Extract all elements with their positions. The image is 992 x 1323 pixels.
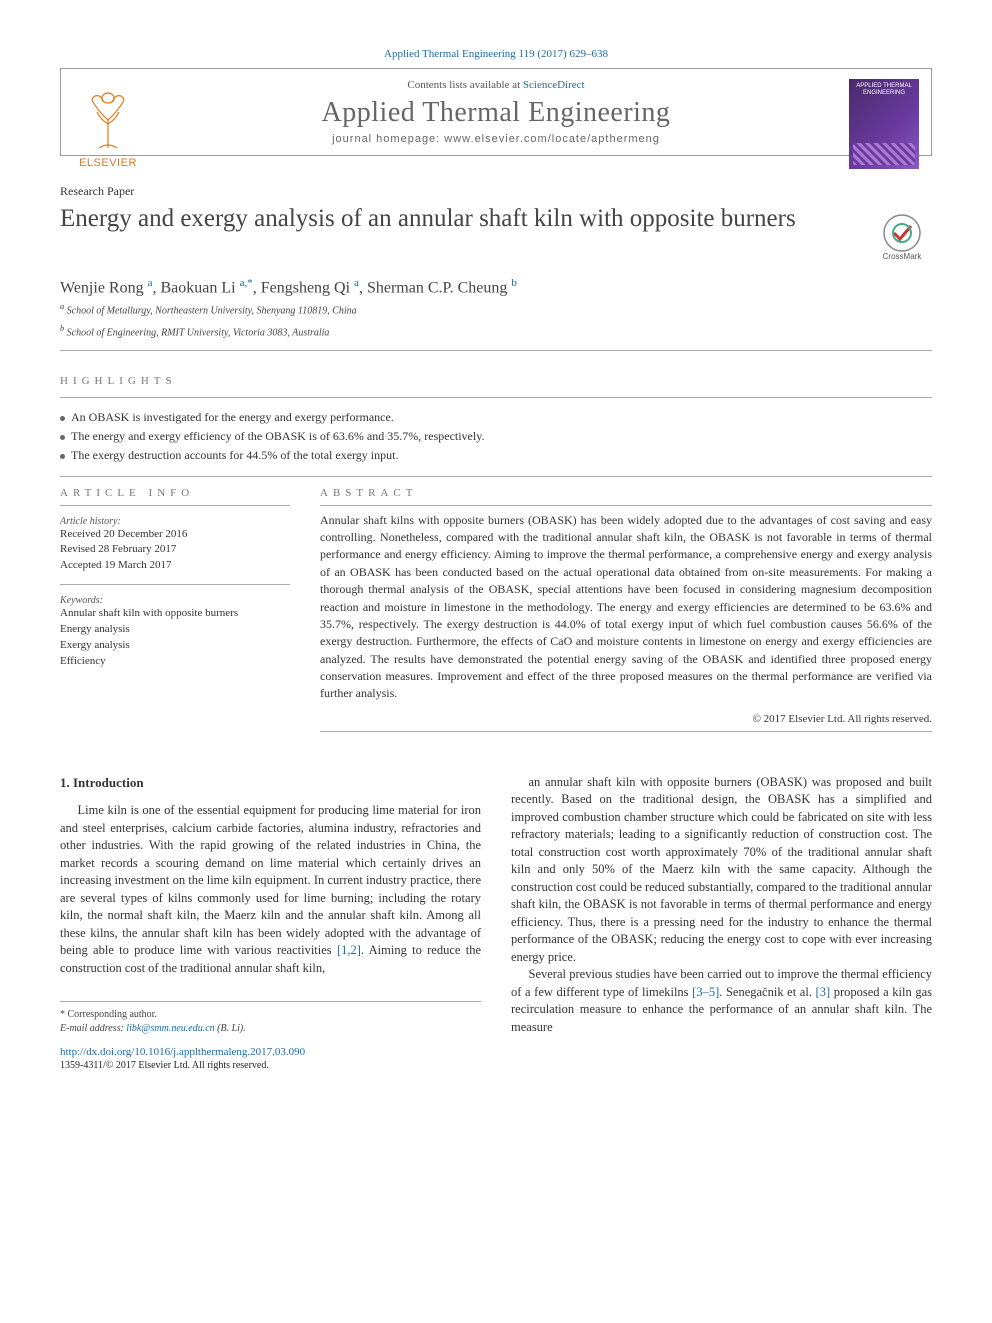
- highlights-header: HIGHLIGHTS: [60, 375, 932, 387]
- abstract-header: ABSTRACT: [320, 487, 932, 499]
- history-header: Article history:: [60, 516, 290, 527]
- cover-title: APPLIED THERMAL ENGINEERING: [853, 83, 915, 96]
- highlights-list: An OBASK is investigated for the energy …: [60, 408, 932, 466]
- meta-abstract-row: ARTICLE INFO Article history: Received 2…: [60, 487, 932, 738]
- divider: [60, 350, 932, 351]
- keyword: Energy analysis: [60, 622, 290, 638]
- body-columns: 1. Introduction Lime kiln is one of the …: [60, 774, 932, 1037]
- email-line: E-mail address: libk@smm.neu.edu.cn (B. …: [60, 1022, 481, 1036]
- contents-prefix: Contents lists available at: [407, 79, 522, 91]
- affil-b: School of Engineering, RMIT University, …: [67, 327, 330, 338]
- journal-homepage: journal homepage: www.elsevier.com/locat…: [181, 133, 811, 145]
- body-text: Lime kiln is one of the essential equipm…: [60, 803, 481, 957]
- affiliation: b School of Engineering, RMIT University…: [60, 323, 932, 340]
- abstract-text: Annular shaft kilns with opposite burner…: [320, 512, 932, 703]
- section-header: 1. Introduction: [60, 774, 481, 792]
- citation-ref[interactable]: [3–5]: [692, 985, 719, 999]
- body-text: . Senegačnik et al.: [719, 985, 815, 999]
- email-link[interactable]: libk@smm.neu.edu.cn: [126, 1023, 214, 1034]
- article-info-col: ARTICLE INFO Article history: Received 2…: [60, 487, 290, 738]
- elsevier-wordmark: ELSEVIER: [79, 157, 137, 169]
- divider: [320, 731, 932, 732]
- affiliation: a School of Metallurgy, Northeastern Uni…: [60, 301, 932, 318]
- history-item: Revised 28 February 2017: [60, 542, 290, 558]
- doi-link[interactable]: http://dx.doi.org/10.1016/j.applthermale…: [60, 1046, 305, 1058]
- affil-a: School of Metallurgy, Northeastern Unive…: [67, 306, 357, 317]
- article-info-header: ARTICLE INFO: [60, 487, 290, 499]
- journal-cover-thumb: APPLIED THERMAL ENGINEERING: [849, 79, 919, 169]
- body-paragraph: an annular shaft kiln with opposite burn…: [511, 774, 932, 967]
- body-paragraph: Several previous studies have been carri…: [511, 966, 932, 1036]
- journal-header: ELSEVIER APPLIED THERMAL ENGINEERING Con…: [60, 68, 932, 156]
- highlight-item: The energy and exergy efficiency of the …: [60, 427, 932, 446]
- history-item: Received 20 December 2016: [60, 527, 290, 543]
- citation-ref[interactable]: [1,2]: [337, 943, 361, 957]
- footer-block: * Corresponding author. E-mail address: …: [60, 1001, 481, 1036]
- keyword: Efficiency: [60, 654, 290, 670]
- email-author: (B. Li).: [215, 1023, 246, 1034]
- issn-copyright: 1359-4311/© 2017 Elsevier Ltd. All right…: [60, 1060, 932, 1071]
- cover-pattern: [853, 143, 915, 165]
- elsevier-tree-icon: [81, 90, 135, 155]
- crossmark-badge[interactable]: CrossMark: [872, 207, 932, 267]
- doi-line: http://dx.doi.org/10.1016/j.applthermale…: [60, 1042, 932, 1060]
- divider: [60, 584, 290, 585]
- body-col-left: 1. Introduction Lime kiln is one of the …: [60, 774, 481, 1037]
- citation-line: Applied Thermal Engineering 119 (2017) 6…: [60, 48, 932, 60]
- elsevier-logo: ELSEVIER: [73, 79, 143, 169]
- body-paragraph: Lime kiln is one of the essential equipm…: [60, 802, 481, 977]
- divider: [60, 397, 932, 398]
- highlight-item: The exergy destruction accounts for 44.5…: [60, 446, 932, 465]
- abstract-col: ABSTRACT Annular shaft kilns with opposi…: [320, 487, 932, 738]
- highlight-item: An OBASK is investigated for the energy …: [60, 408, 932, 427]
- keyword: Annular shaft kiln with opposite burners: [60, 606, 290, 622]
- crossmark-icon: [883, 214, 921, 252]
- email-label: E-mail address:: [60, 1023, 124, 1034]
- article-title: Energy and exergy analysis of an annular…: [60, 203, 856, 234]
- authors-line: Wenjie Rong a, Baokuan Li a,*, Fengsheng…: [60, 277, 932, 297]
- divider: [60, 476, 932, 477]
- sciencedirect-link[interactable]: ScienceDirect: [523, 79, 585, 91]
- body-col-right: an annular shaft kiln with opposite burn…: [511, 774, 932, 1037]
- keywords-header: Keywords:: [60, 595, 290, 606]
- divider: [60, 505, 290, 506]
- citation-ref[interactable]: [3]: [816, 985, 831, 999]
- copyright-line: © 2017 Elsevier Ltd. All rights reserved…: [320, 713, 932, 725]
- article-type: Research Paper: [60, 184, 932, 199]
- contents-available: Contents lists available at ScienceDirec…: [181, 79, 811, 91]
- history-item: Accepted 19 March 2017: [60, 558, 290, 574]
- corresponding-author: * Corresponding author.: [60, 1008, 481, 1022]
- page-container: Applied Thermal Engineering 119 (2017) 6…: [0, 0, 992, 1119]
- keyword: Exergy analysis: [60, 638, 290, 654]
- journal-title: Applied Thermal Engineering: [181, 97, 811, 129]
- crossmark-label: CrossMark: [883, 252, 922, 261]
- divider: [320, 505, 932, 506]
